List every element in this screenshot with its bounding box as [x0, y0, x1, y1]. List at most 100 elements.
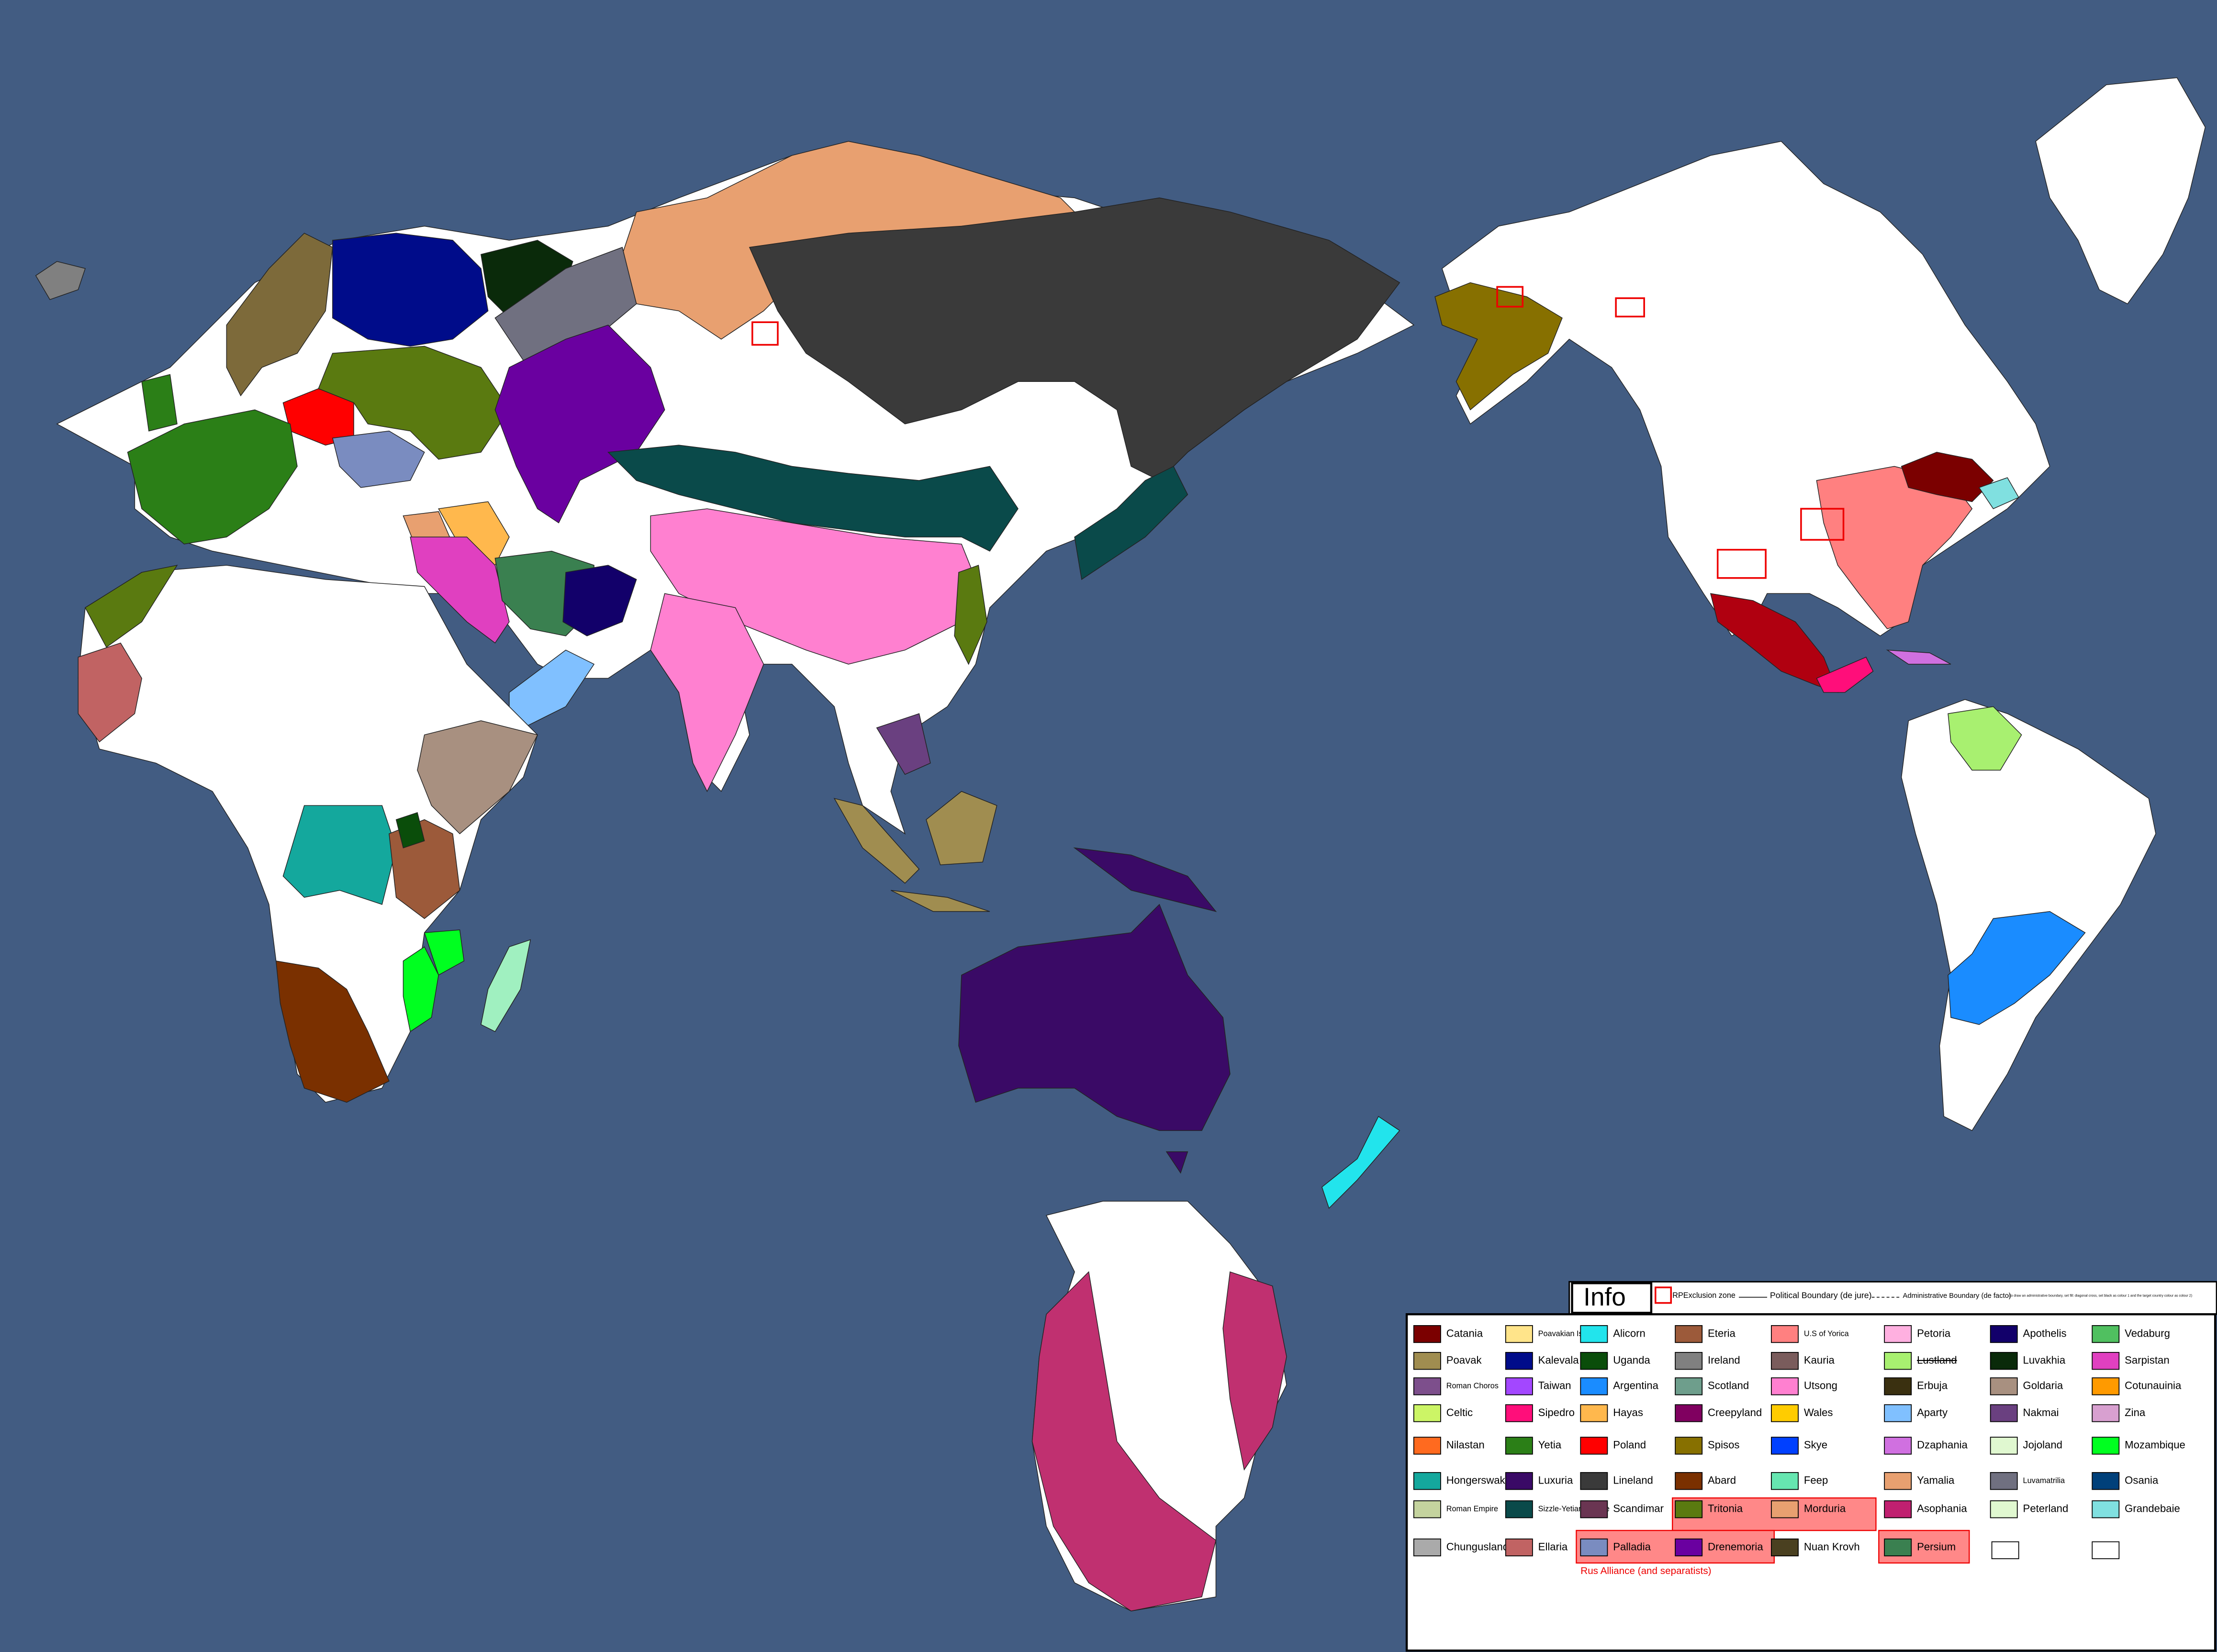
exclusion-zones	[751, 286, 1845, 579]
legend-label: Jojoland	[2023, 1439, 2062, 1451]
legend-swatch	[1675, 1377, 1703, 1395]
legend-label: Yetia	[1538, 1439, 1562, 1451]
legend-label: Feep	[1804, 1474, 1828, 1486]
legend-label: Poavak	[1446, 1354, 1482, 1366]
legend-label: Nuan Krovh	[1804, 1540, 1860, 1552]
legend-label: Cotunauinia	[2125, 1380, 2182, 1392]
legend-swatch	[2092, 1500, 2120, 1518]
exclusion-zone	[1496, 286, 1523, 308]
administrative-label: Administrative Boundary (de facto)	[1903, 1292, 2011, 1300]
legend-swatch	[1413, 1500, 1441, 1518]
legend-label: Apothelis	[2023, 1327, 2067, 1339]
horn-of-africa	[417, 720, 538, 835]
legend-label: Scandimar	[1613, 1503, 1664, 1515]
legend-swatch	[2092, 1325, 2120, 1343]
legend-label: Chungusland	[1446, 1540, 1509, 1552]
legend-swatch	[1505, 1538, 1533, 1557]
legend-swatch	[1580, 1500, 1608, 1518]
legend-swatch-empty	[2092, 1541, 2120, 1559]
legend-swatch	[2092, 1437, 2120, 1455]
legend-label: Asophania	[1917, 1503, 1967, 1515]
legend-label: Scotland	[1708, 1380, 1749, 1392]
legend-swatch	[1884, 1472, 1912, 1490]
legend-label: Ellaria	[1538, 1540, 1568, 1552]
morocco	[85, 565, 178, 648]
legend-label: Lineland	[1613, 1474, 1653, 1486]
legend-label: Roman Empire	[1446, 1505, 1498, 1513]
legend-swatch	[1505, 1377, 1533, 1395]
legend-swatch	[1580, 1352, 1608, 1370]
uganda	[395, 812, 425, 848]
legend-label: Luxuria	[1538, 1474, 1573, 1486]
india	[650, 593, 764, 793]
levant	[410, 536, 510, 644]
legend-label: Morduria	[1804, 1503, 1846, 1515]
exclusion-swatch	[1655, 1286, 1672, 1304]
new-zealand	[1321, 1116, 1400, 1209]
alaska	[1434, 282, 1563, 411]
legend-label: Wales	[1804, 1406, 1833, 1418]
legend-swatch	[1675, 1472, 1703, 1490]
legend-label: Sipedro	[1538, 1406, 1575, 1418]
legend-label: Vedaburg	[2125, 1327, 2170, 1339]
tasmania	[1165, 1151, 1188, 1174]
antarctica-east	[1222, 1271, 1287, 1471]
legend-label: Drenemoria	[1708, 1540, 1763, 1552]
legend-swatch	[1675, 1538, 1703, 1557]
legend-swatch	[1675, 1325, 1703, 1343]
legend-swatch	[1990, 1325, 2018, 1343]
legend-swatch	[1413, 1352, 1441, 1370]
legend-label: Poland	[1613, 1439, 1646, 1451]
france	[127, 409, 298, 545]
sumatra	[833, 798, 920, 884]
legend-swatch	[1990, 1472, 2018, 1490]
argentina	[1948, 911, 2086, 1025]
legend-swatch	[1990, 1500, 2018, 1518]
legend-swatch	[1771, 1404, 1799, 1422]
legend-swatch	[1413, 1325, 1441, 1343]
kalevala	[332, 233, 489, 347]
legend-swatch	[1580, 1377, 1608, 1395]
info-box	[1571, 1282, 1653, 1314]
legend-swatch	[1771, 1352, 1799, 1370]
borneo	[926, 791, 997, 865]
legend-label: Peterland	[2023, 1503, 2069, 1515]
australia	[958, 904, 1231, 1131]
political-label: Political Boundary (de jure)	[1770, 1291, 1872, 1300]
legend-title: Info	[1583, 1283, 1626, 1311]
legend-swatch	[1990, 1377, 2018, 1395]
legend-label: Taiwan	[1538, 1380, 1571, 1392]
legend-swatch	[1884, 1500, 1912, 1518]
legend: Info RPExclusion zone Political Boundary…	[1405, 1281, 2217, 1652]
legend-label: Sarpistan	[2125, 1354, 2169, 1366]
legend-header-bg	[1568, 1281, 2217, 1315]
caribbean	[1886, 649, 1951, 665]
legend-swatch	[1505, 1404, 1533, 1422]
legend-label: Uganda	[1613, 1354, 1650, 1366]
legend-swatch	[1990, 1437, 2018, 1455]
exclusion-label: RPExclusion zone	[1672, 1291, 1736, 1300]
legend-swatch	[2092, 1352, 2120, 1370]
legend-entries: Catania Poavak Roman Choros Celtic Nilastan H…	[1413, 1325, 2185, 1557]
scandinavia	[226, 233, 333, 397]
legend-label: Erbuja	[1917, 1380, 1948, 1392]
legend-label: U.S of Yorica	[1804, 1329, 1849, 1338]
siberia	[749, 197, 1400, 481]
legend-swatch	[1505, 1437, 1533, 1455]
legend-swatch	[1884, 1352, 1912, 1370]
legend-swatch	[1884, 1404, 1912, 1422]
madagascar	[481, 939, 531, 1032]
mongolia	[607, 445, 1019, 552]
venezuela	[1948, 706, 2022, 771]
legend-label: Hayas	[1613, 1406, 1643, 1418]
legend-swatch	[1884, 1325, 1912, 1343]
legend-label: Petoria	[1917, 1327, 1951, 1339]
legend-swatch	[1771, 1472, 1799, 1490]
legend-label: Celtic	[1446, 1406, 1473, 1418]
antarctica-west	[1031, 1271, 1217, 1612]
legend-label: Eteria	[1708, 1327, 1736, 1339]
south-africa	[275, 960, 390, 1103]
legend-swatch	[1771, 1500, 1799, 1518]
legend-label: Hongerswak	[1446, 1474, 1506, 1486]
